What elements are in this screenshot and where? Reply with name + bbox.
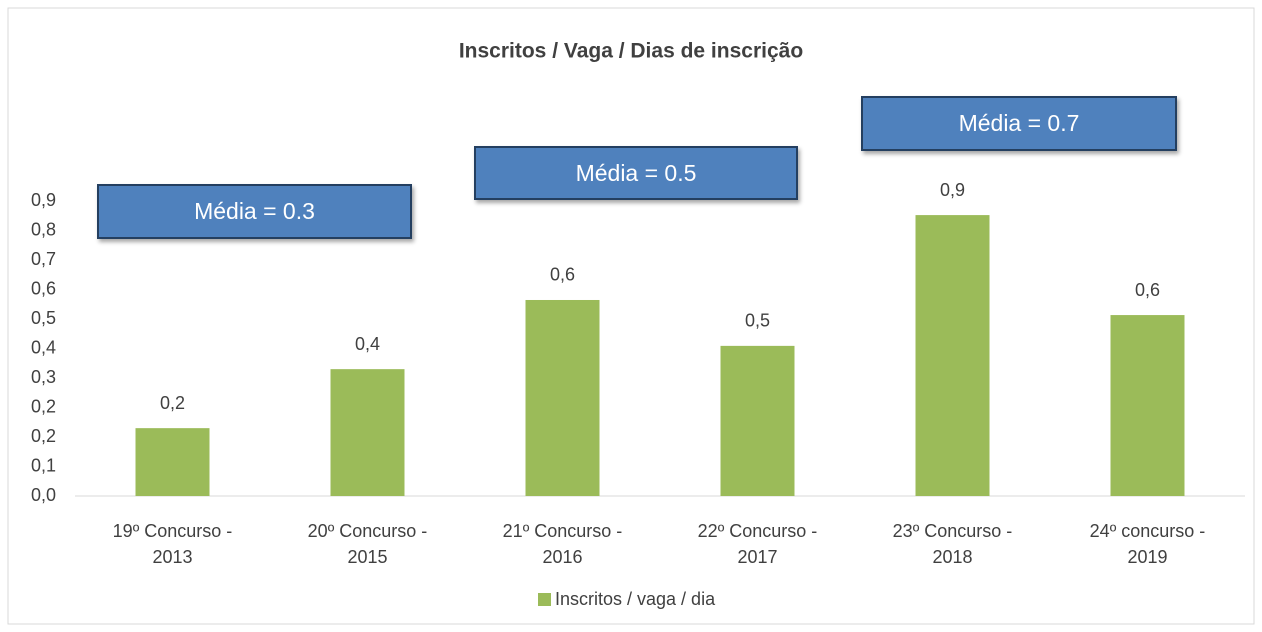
y-tick-label: 0,5 [31,308,56,328]
y-tick-label: 0,9 [31,190,56,210]
data-label: 0,4 [355,334,380,354]
legend-swatch [538,593,551,606]
bar [525,299,600,496]
annotation-box: Média = 0.5 [474,146,798,200]
annotation-box: Média = 0.3 [97,184,412,239]
x-tick-label: 20º Concurso - 2015 [307,521,428,567]
chart-title: Inscritos / Vaga / Dias de inscrição [459,40,803,63]
y-tick-label: 0,4 [31,337,56,357]
y-tick-label: 0,2 [31,396,56,416]
data-label: 0,2 [160,393,185,413]
data-label: 0,6 [1135,280,1160,300]
bar [915,215,990,496]
y-tick-label: 0,3 [31,367,56,387]
y-tick-label: 0,2 [31,426,56,446]
bar [135,428,210,496]
y-tick-label: 0,8 [31,219,56,239]
y-tick-label: 0,0 [31,485,56,505]
y-tick-label: 0,1 [31,455,56,475]
bar [330,369,405,496]
x-tick-label: 19º Concurso - 2013 [112,521,233,567]
x-tick-label: 22º Concurso - 2017 [697,521,818,567]
data-label: 0,5 [745,311,770,331]
data-label: 0,6 [550,265,575,285]
annotation-box: Média = 0.7 [861,96,1177,151]
x-tick-label: 23º Concurso - 2018 [892,521,1013,567]
bar [1110,315,1185,496]
x-tick-label: 24º concurso - 2019 [1089,521,1206,567]
data-label: 0,9 [940,180,965,200]
legend-label: Inscritos / vaga / dia [555,589,716,609]
x-tick-label: 21º Concurso - 2016 [502,521,623,567]
bar [720,345,795,496]
y-tick-label: 0,6 [31,278,56,298]
y-tick-label: 0,7 [31,249,56,269]
